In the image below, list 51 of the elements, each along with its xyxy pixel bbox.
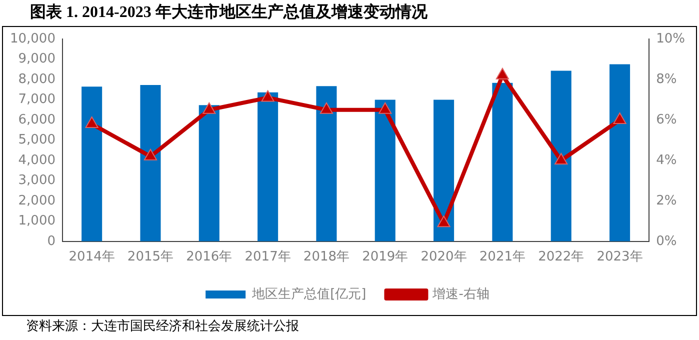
bar <box>610 64 630 242</box>
point <box>496 68 510 80</box>
y-tick-label: 9,000 <box>18 52 56 67</box>
point <box>378 102 392 114</box>
y2-tick-label: 4% <box>656 152 677 168</box>
bar <box>492 82 513 242</box>
point <box>85 116 98 128</box>
bar <box>434 100 454 242</box>
x-tick-label: 2023年 <box>596 250 643 265</box>
y2-tick-label: 10% <box>656 31 686 46</box>
bar <box>550 70 572 242</box>
x-tick-label: 2021年 <box>479 250 526 265</box>
bar <box>316 86 337 242</box>
x-tick-label: 2018年 <box>303 250 350 265</box>
point <box>320 102 334 114</box>
y-tick-label: 5,000 <box>18 132 56 148</box>
bar <box>82 86 102 242</box>
bar <box>374 100 396 242</box>
y-tick-label: 0 <box>47 234 56 249</box>
bar <box>140 84 161 242</box>
y-tick-label: 7,000 <box>18 92 56 108</box>
point <box>144 148 158 160</box>
y-tick-label: 8,000 <box>18 72 56 87</box>
point <box>613 112 626 124</box>
point <box>437 216 450 228</box>
point <box>261 90 274 102</box>
legend-label: 地区生产总值[亿元] <box>251 286 366 302</box>
bar <box>258 92 278 242</box>
bar <box>198 105 220 242</box>
y2-tick-label: 0% <box>656 234 677 249</box>
x-tick-label: 2022年 <box>538 250 584 265</box>
y-tick-label: 3,000 <box>18 173 56 188</box>
point <box>554 152 568 164</box>
x-tick-label: 2017年 <box>244 250 291 265</box>
x-tick-label: 2020年 <box>420 250 467 265</box>
y2-tick-label: 2% <box>656 193 677 208</box>
y-tick-label: 10,000 <box>10 31 56 46</box>
legend-label: 增速-右轴 <box>432 286 490 302</box>
x-tick-label: 2014年 <box>68 250 115 265</box>
y2-tick-label: 6% <box>656 112 677 128</box>
x-tick-label: 2016年 <box>186 250 232 265</box>
y-tick-label: 2,000 <box>18 193 56 208</box>
y2-tick-label: 8% <box>656 72 677 87</box>
y-tick-label: 6,000 <box>18 112 56 128</box>
point <box>202 102 216 114</box>
y-tick-label: 1,000 <box>18 214 56 229</box>
x-tick-label: 2019年 <box>362 250 408 265</box>
chart-title: 图表 1. 2014-2023 年大连市地区生产总值及增速变动情况 <box>29 2 428 23</box>
y-tick-label: 4,000 <box>18 152 56 168</box>
text: 资料来源：大连市国民经济和社会发展统计公报 <box>25 318 300 336</box>
x-tick-label: 2015年 <box>127 250 174 265</box>
